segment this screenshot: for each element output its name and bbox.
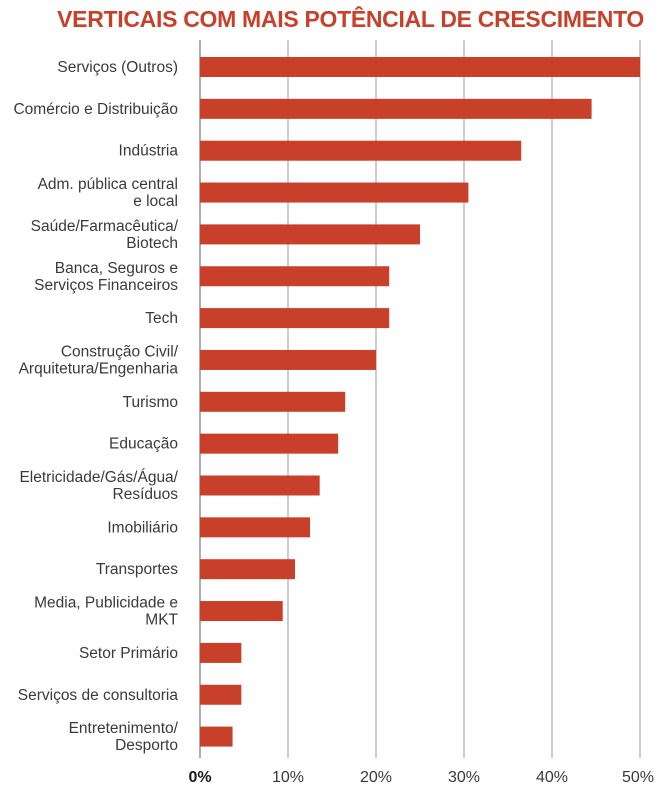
bar [200, 266, 390, 287]
x-tick-label: 40% [536, 769, 568, 786]
x-tick-label: 30% [448, 769, 480, 786]
x-tick-label: 0% [188, 769, 211, 786]
bar [200, 601, 283, 622]
category-label: Educação [109, 436, 178, 453]
category-label: Comércio e Distribuição [13, 101, 178, 118]
category-label: Saúde/Farmacêutica/ [31, 218, 179, 235]
category-label: Turismo [123, 394, 178, 411]
bar [200, 726, 233, 747]
category-label: Imobiliário [107, 519, 178, 536]
bar [200, 433, 339, 454]
category-label: Serviços de consultoria [18, 687, 179, 704]
category-label: Adm. pública central [38, 176, 178, 193]
bar [200, 57, 640, 77]
category-label: Serviços (Outros) [57, 59, 178, 76]
category-label: Setor Primário [79, 645, 178, 662]
category-label: Transportes [96, 561, 178, 578]
bar [200, 391, 346, 412]
x-tick-label: 20% [360, 769, 392, 786]
bar [200, 140, 522, 161]
bar [200, 642, 242, 663]
category-label: Arquitetura/Engenharia [19, 360, 179, 377]
category-label: Media, Publicidade e [34, 595, 178, 612]
category-label: Eletricidade/Gás/Água/ [19, 469, 178, 486]
bar [200, 684, 242, 705]
category-label: Banca, Seguros e [55, 260, 178, 277]
x-tick-label: 10% [272, 769, 304, 786]
bar [200, 98, 592, 119]
category-label: Resíduos [113, 486, 179, 503]
category-label: Tech [145, 310, 178, 327]
category-label: Entretenimento/ [69, 720, 179, 737]
x-tick-label: 50% [622, 769, 654, 786]
category-label: Biotech [126, 235, 178, 252]
chart-title: VERTICAIS COM MAIS POTÊNCIAL DE CRESCIME… [57, 6, 644, 32]
category-label: Indústria [119, 143, 179, 160]
bar [200, 559, 296, 580]
category-label: MKT [145, 612, 178, 629]
category-label: e local [133, 193, 178, 210]
bar [200, 224, 420, 245]
bar [200, 182, 469, 203]
bar [200, 517, 310, 538]
bar [200, 475, 320, 496]
bar [200, 349, 376, 370]
category-label: Serviços Financeiros [34, 277, 178, 294]
category-label: Desporto [115, 737, 178, 754]
category-label: Construção Civil/ [61, 343, 179, 360]
bar [200, 308, 390, 329]
